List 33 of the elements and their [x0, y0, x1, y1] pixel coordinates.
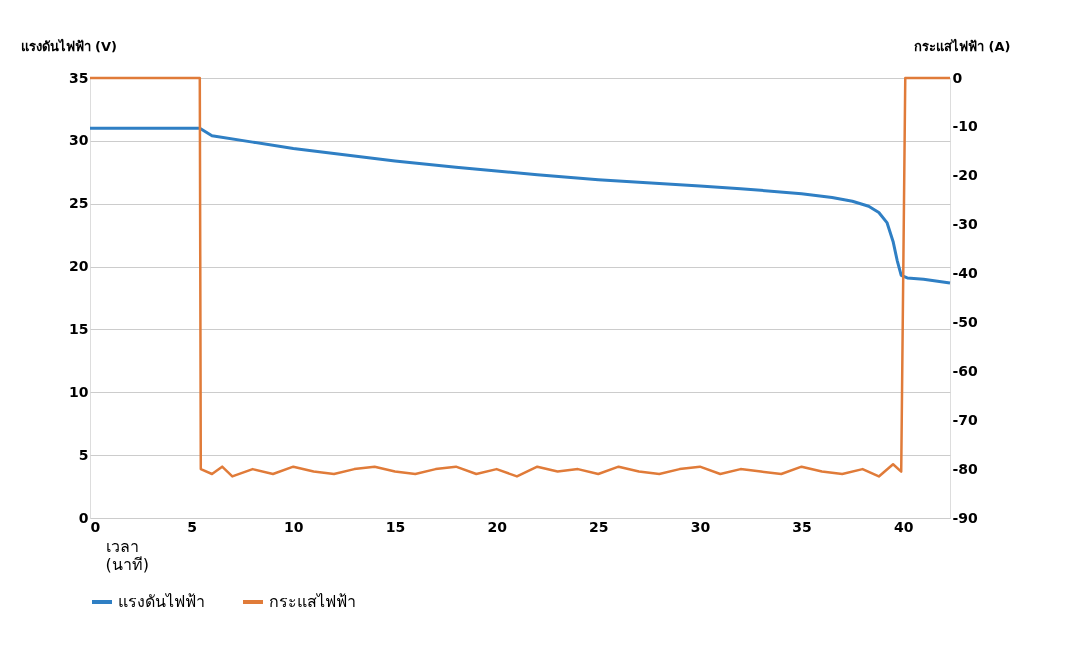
- y-tick-label: 25: [69, 195, 89, 212]
- y2-tick-label: 0: [952, 69, 963, 86]
- y2-tick-label: -20: [952, 167, 979, 184]
- x-tick-label: 10: [284, 518, 304, 535]
- y2-tick-label: -70: [952, 411, 979, 428]
- x-tick-label: 25: [589, 518, 609, 535]
- x-tick-label: 20: [487, 518, 508, 535]
- y-tick-label: 35: [69, 69, 89, 86]
- y2-tick-label: -80: [952, 460, 979, 477]
- y2-tick-label: -10: [952, 118, 979, 135]
- x-tick-label: 15: [385, 518, 406, 535]
- x-tick-label: 0: [90, 518, 101, 535]
- y-tick-label: 15: [69, 320, 89, 337]
- y2-tick-label: -60: [952, 362, 979, 379]
- x-axis-title: เวลา (นาที): [105, 536, 149, 574]
- y2-tick-label: -90: [952, 509, 979, 526]
- legend-label: แรงดันไฟฟ้า: [118, 592, 205, 611]
- x-tick-label: 5: [187, 518, 198, 535]
- y-tick-label: 30: [69, 132, 89, 149]
- y-tick-label: 10: [69, 383, 89, 400]
- y2-tick-label: -50: [952, 313, 979, 330]
- y-tick-label: 5: [78, 446, 89, 463]
- y2-tick-label: -40: [952, 265, 979, 282]
- line-series: [88, 126, 952, 285]
- line-series: [88, 76, 952, 478]
- x-tick-label: 40: [894, 518, 914, 535]
- y-tick-label: 20: [69, 258, 89, 275]
- x-tick-label: 30: [690, 518, 711, 535]
- y-axis-title: แรงดันไฟฟ้า (V): [20, 37, 117, 54]
- legend-label: กระแสไฟฟ้า: [269, 592, 356, 611]
- y2-tick-label: -30: [952, 216, 979, 233]
- x-tick-label: 35: [792, 518, 812, 535]
- y2-axis-title: กระแสไฟฟ้า (A): [914, 37, 1011, 54]
